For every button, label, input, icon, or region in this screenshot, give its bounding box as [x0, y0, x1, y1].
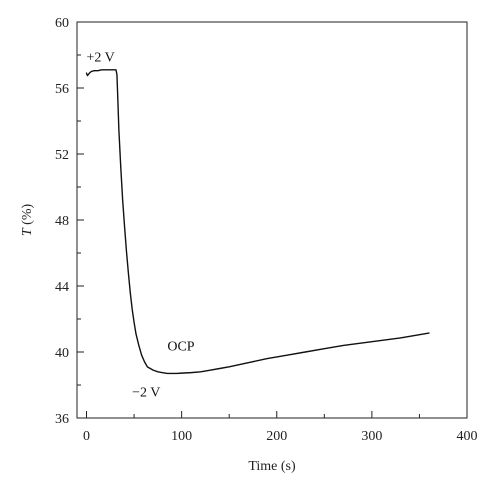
annotation-label: OCP: [167, 339, 194, 354]
y-axis-ticks: 36 40 44 48 52 56 60: [55, 16, 84, 427]
y-axis-title-symbol: T: [20, 227, 35, 236]
y-tick-label: 44: [55, 280, 69, 295]
y-tick-label: 40: [55, 346, 69, 361]
x-axis-title: Time (s): [248, 459, 296, 474]
y-tick-label: 36: [55, 412, 69, 427]
series-layer: [85, 69, 430, 375]
y-axis-title: T (%): [20, 204, 35, 237]
annotation-label: −2 V: [132, 386, 160, 401]
x-axis-ticks: 0 100 200 300 400: [83, 411, 478, 444]
y-tick-label: 52: [55, 148, 69, 163]
y-axis-title-unit: (%): [20, 204, 35, 229]
x-tick-label: 400: [457, 429, 478, 444]
x-tick-label: 200: [266, 429, 287, 444]
plot-frame: [76, 21, 468, 419]
x-tick-label: 0: [83, 429, 90, 444]
x-tick-label: 100: [171, 429, 192, 444]
y-tick-label: 48: [55, 214, 69, 229]
annotation-layer: +2 V −2 V OCP: [87, 51, 195, 401]
y-tick-label: 60: [55, 16, 69, 31]
y-tick-label: 56: [55, 82, 69, 97]
x-tick-label: 300: [361, 429, 382, 444]
annotation-label: +2 V: [87, 51, 115, 66]
series-line: [85, 69, 430, 375]
